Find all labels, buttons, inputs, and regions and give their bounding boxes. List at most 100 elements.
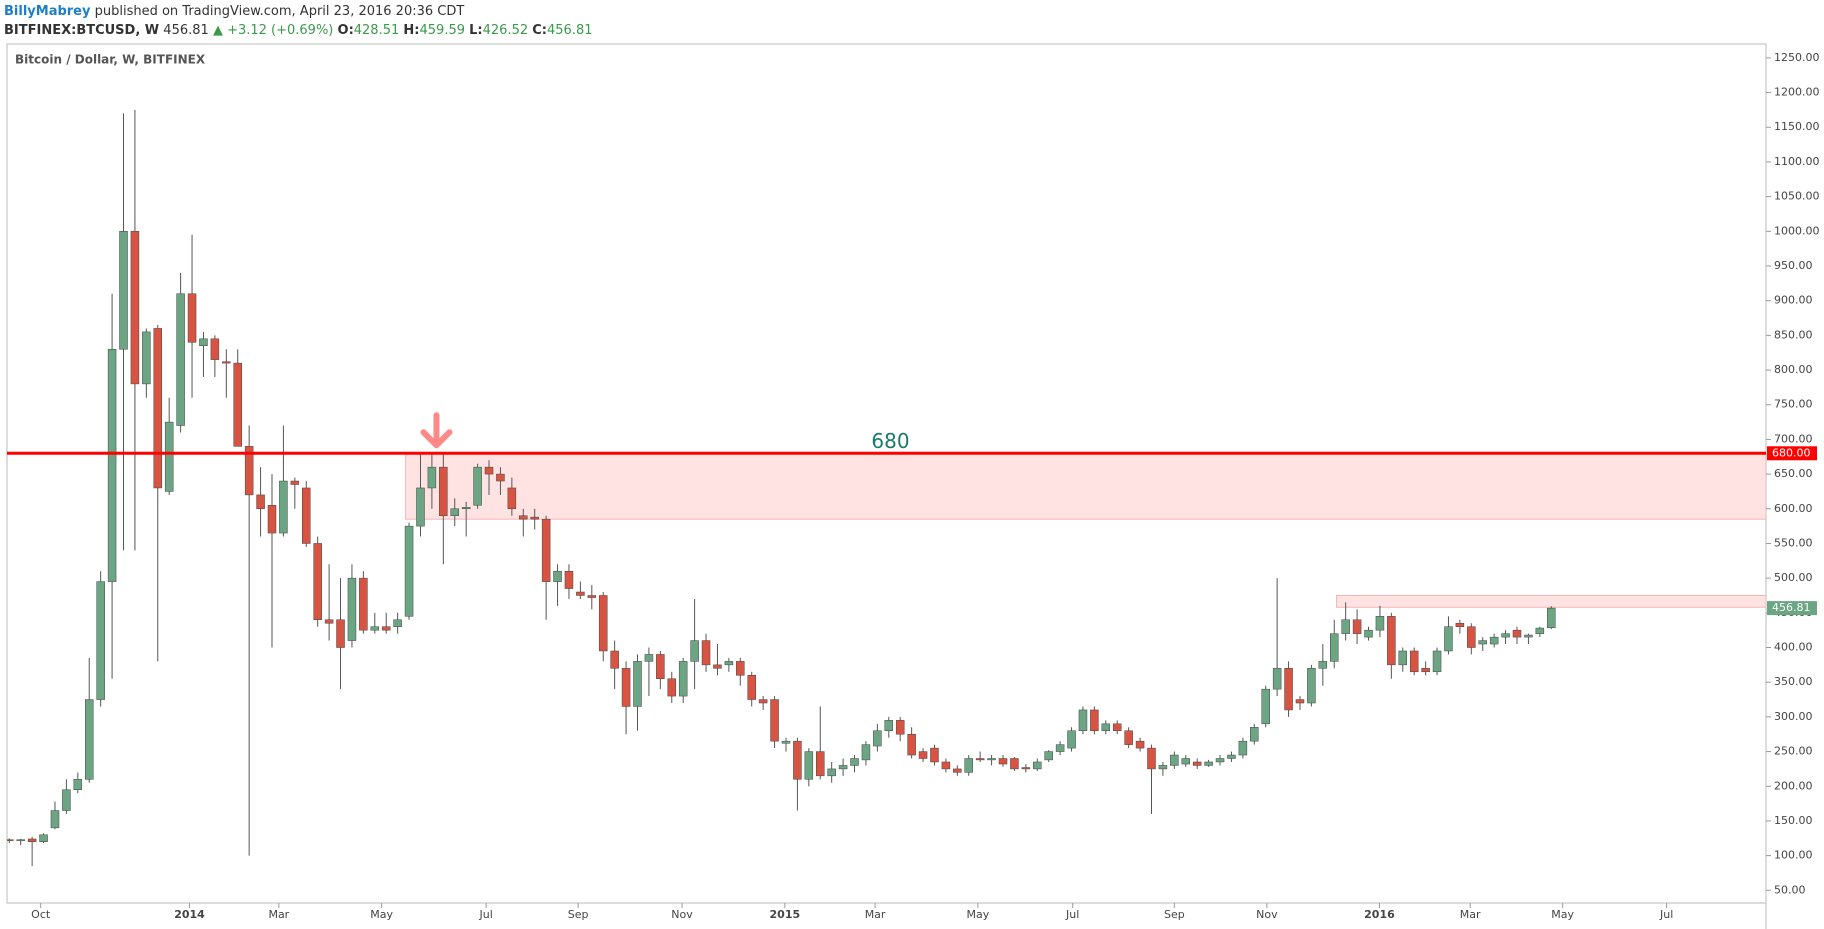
candle-body xyxy=(781,740,791,744)
candle-body xyxy=(1307,668,1316,704)
candle-body xyxy=(267,505,277,534)
candle-body xyxy=(244,446,254,496)
candle-body xyxy=(1352,619,1362,634)
y-tick-label: 1000.00 xyxy=(1774,224,1820,237)
candle-body xyxy=(576,591,585,596)
candle-body xyxy=(621,668,631,707)
candle-body xyxy=(222,361,231,364)
y-tick-label: 1100.00 xyxy=(1774,155,1820,168)
candle-body xyxy=(930,747,939,763)
candle-body xyxy=(73,779,83,790)
candle-body xyxy=(199,338,208,347)
candle-body xyxy=(884,720,894,732)
candle-body xyxy=(96,581,105,700)
y-tick-label: 1150.00 xyxy=(1774,120,1820,133)
candle-body xyxy=(1033,761,1042,770)
candle-body xyxy=(1055,744,1065,752)
candle-body xyxy=(873,730,882,747)
candle-body xyxy=(770,699,779,742)
open-label: O: xyxy=(337,23,354,38)
y-tick-label: 650.00 xyxy=(1774,467,1813,480)
last-price-label: 456.81 xyxy=(1772,601,1811,614)
candle-body xyxy=(450,508,459,516)
candle-body xyxy=(302,487,311,544)
x-tick-label: 2015 xyxy=(770,908,801,921)
x-tick-label: Mar xyxy=(1460,908,1481,921)
candle-body xyxy=(564,570,574,589)
candle-body xyxy=(1250,727,1259,742)
candle-body xyxy=(987,758,996,761)
candle-body xyxy=(1387,616,1396,666)
candle-body xyxy=(324,619,334,624)
candle-body xyxy=(1090,709,1099,732)
candle-body xyxy=(1547,607,1556,628)
x-tick-label: 2014 xyxy=(174,908,205,921)
candle-body xyxy=(1409,650,1419,673)
open: 428.51 xyxy=(353,23,400,38)
hline-label: 680 xyxy=(871,429,909,453)
candle-body xyxy=(1421,668,1430,673)
candle-body xyxy=(724,661,734,666)
y-tick-label: 500.00 xyxy=(1774,571,1813,584)
y-tick-label: 400.00 xyxy=(1774,641,1813,654)
candle-body xyxy=(918,751,928,759)
candle-body xyxy=(895,720,905,735)
high-label: H: xyxy=(403,23,420,38)
candle-body xyxy=(187,293,197,343)
chart-title: Bitcoin / Dollar, W, BITFINEX xyxy=(15,53,206,67)
candle-body xyxy=(736,661,745,676)
y-tick-label: 100.00 xyxy=(1774,849,1813,862)
candle-body xyxy=(587,595,597,598)
candle-body xyxy=(27,838,37,842)
change: ▲ +3.12 (+0.69%) xyxy=(212,23,334,38)
candle-body xyxy=(381,626,391,631)
y-tick-label: 250.00 xyxy=(1774,745,1813,758)
candle-body xyxy=(701,640,711,666)
y-tick-label: 800.00 xyxy=(1774,363,1813,376)
candle-body xyxy=(404,525,414,617)
quote-line: BITFINEX:BTCUSD, W 456.81 ▲ +3.12 (+0.69… xyxy=(4,21,593,40)
candle-body xyxy=(804,751,814,780)
candle-body xyxy=(793,740,802,780)
low: 426.52 xyxy=(482,23,529,38)
candle-body xyxy=(370,626,380,631)
candle-body xyxy=(256,494,265,510)
author[interactable]: BillyMabrey xyxy=(4,4,91,19)
candle-body xyxy=(359,577,368,631)
candle-body xyxy=(1318,661,1328,669)
candle-body xyxy=(142,331,151,385)
zone xyxy=(1336,594,1766,608)
close-label: C: xyxy=(532,23,548,38)
candle-body xyxy=(953,768,962,773)
candle-body xyxy=(758,699,768,704)
plot-area xyxy=(7,109,1766,867)
candle-body xyxy=(519,515,528,520)
high: 459.59 xyxy=(419,23,466,38)
hline-price-tag xyxy=(1767,446,1817,461)
candle-body xyxy=(1524,634,1533,638)
candle-body xyxy=(176,293,185,426)
y-tick-label: 350.00 xyxy=(1774,675,1813,688)
candle-body xyxy=(827,768,836,777)
y-tick-label: 550.00 xyxy=(1774,536,1813,549)
y-tick-label: 1200.00 xyxy=(1774,86,1820,99)
x-tick-label: Jul xyxy=(479,908,493,921)
candle-body xyxy=(941,761,951,770)
y-tick-label: 200.00 xyxy=(1774,779,1813,792)
candle-body xyxy=(998,758,1008,765)
candle-body xyxy=(427,466,437,489)
candle-body xyxy=(461,507,471,510)
candle-body xyxy=(7,839,14,841)
candle-body xyxy=(1432,650,1442,673)
candle-body xyxy=(107,348,117,582)
y-tick-label: 1250.00 xyxy=(1774,51,1820,64)
candle-body xyxy=(1101,723,1111,732)
x-tick-label: Jul xyxy=(1065,908,1079,921)
candle-body xyxy=(633,661,642,707)
candle-body xyxy=(964,758,973,773)
candle-body xyxy=(39,834,48,842)
candle-body xyxy=(1535,627,1545,634)
candle-body xyxy=(1284,668,1293,711)
close: 456.81 xyxy=(547,23,593,38)
